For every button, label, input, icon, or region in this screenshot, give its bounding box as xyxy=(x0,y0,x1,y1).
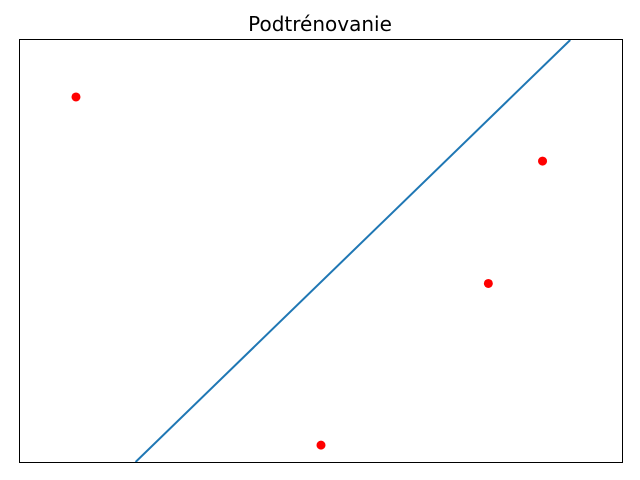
data-point xyxy=(538,156,548,166)
plot-layer xyxy=(71,40,571,462)
chart-title: Podtrénovanie xyxy=(248,12,392,36)
fit-line xyxy=(134,40,571,462)
data-point xyxy=(483,278,493,288)
data-point xyxy=(71,92,81,102)
data-point xyxy=(316,440,326,450)
plot-area-frame xyxy=(19,39,623,463)
